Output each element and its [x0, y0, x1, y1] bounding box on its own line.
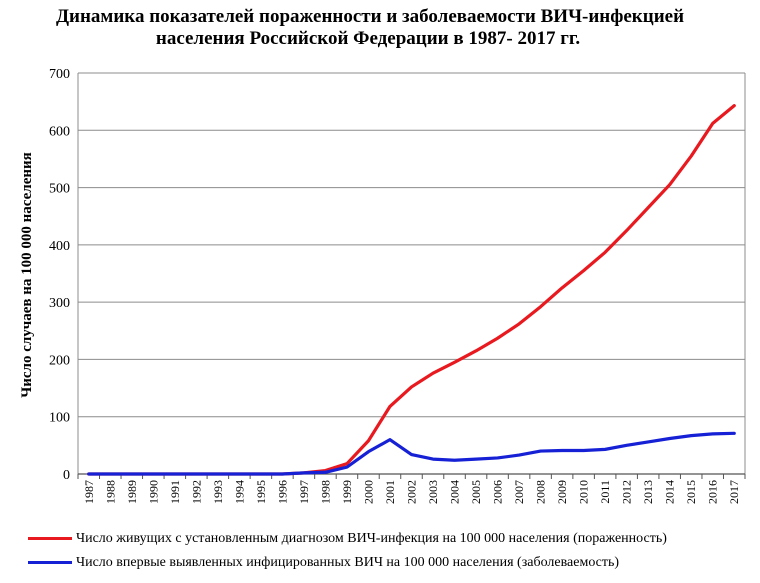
- x-tick-2017: 2017: [727, 480, 741, 504]
- y-tick-600: 600: [49, 124, 70, 139]
- y-tick-700: 700: [49, 67, 70, 82]
- x-tick-2016: 2016: [706, 480, 720, 504]
- x-tick-1989: 1989: [125, 480, 139, 504]
- x-tick-1988: 1988: [103, 480, 117, 504]
- x-tick-1997: 1997: [297, 480, 311, 504]
- x-tick-2002: 2002: [405, 480, 419, 504]
- x-tick-1992: 1992: [189, 480, 203, 504]
- y-tick-200: 200: [49, 353, 70, 368]
- y-tick-labels: 0 100 200 300 400 500 600 700: [49, 67, 70, 483]
- x-tick-2004: 2004: [448, 480, 462, 504]
- x-tick-1999: 1999: [340, 480, 354, 504]
- x-tick-2011: 2011: [598, 480, 612, 504]
- chart-subtitle: населения Российской Федерации в 1987- 2…: [155, 28, 581, 49]
- legend-label-prevalence: Число живущих с установленным диагнозом …: [76, 531, 667, 546]
- x-tick-2000: 2000: [361, 480, 375, 504]
- x-tick-2015: 2015: [684, 480, 698, 504]
- y-axis-label: Число случаев на 100 000 населения: [19, 152, 35, 398]
- x-tick-labels: 1987 1988 1989 1990 1991 1992 1993 1994 1995 1996…: [82, 480, 741, 504]
- x-tick-2010: 2010: [577, 480, 591, 504]
- legend-swatch-incidence: [28, 561, 72, 565]
- series-lines: [87, 104, 736, 476]
- x-tick-1994: 1994: [232, 480, 246, 504]
- grid-lines: [77, 72, 746, 479]
- x-tick-2007: 2007: [512, 480, 526, 504]
- legend-label-incidence: Число впервые выявленных инфицированных …: [76, 555, 620, 570]
- x-tick-2012: 2012: [620, 480, 634, 504]
- x-tick-2013: 2013: [641, 480, 655, 504]
- y-tick-400: 400: [49, 239, 70, 254]
- x-tick-2008: 2008: [534, 480, 548, 504]
- legend-swatch-prevalence: [28, 537, 72, 541]
- x-tick-1995: 1995: [254, 480, 268, 504]
- x-tick-1987: 1987: [82, 480, 96, 504]
- y-tick-0: 0: [63, 468, 70, 483]
- series-line-0: [87, 104, 736, 476]
- x-tick-2009: 2009: [555, 480, 569, 504]
- x-tick-2003: 2003: [426, 480, 440, 504]
- series-line-1: [87, 431, 736, 476]
- x-tick-2014: 2014: [663, 480, 677, 504]
- y-tick-100: 100: [49, 411, 70, 426]
- x-tick-2001: 2001: [383, 480, 397, 504]
- x-tick-1991: 1991: [168, 480, 182, 504]
- legend-item-prevalence: Число живущих с установленным диагнозом …: [28, 531, 667, 547]
- x-tick-1993: 1993: [211, 480, 225, 504]
- x-tick-1996: 1996: [275, 480, 289, 504]
- x-tick-2006: 2006: [491, 480, 505, 504]
- x-tick-1998: 1998: [318, 480, 332, 504]
- legend-item-incidence: Число впервые выявленных инфицированных …: [28, 555, 619, 571]
- x-tick-2005: 2005: [469, 480, 483, 504]
- x-tick-1990: 1990: [146, 480, 160, 504]
- y-tick-300: 300: [49, 296, 70, 311]
- y-tick-500: 500: [49, 182, 70, 197]
- chart-title: Динамика показателей пораженности и забо…: [55, 6, 685, 27]
